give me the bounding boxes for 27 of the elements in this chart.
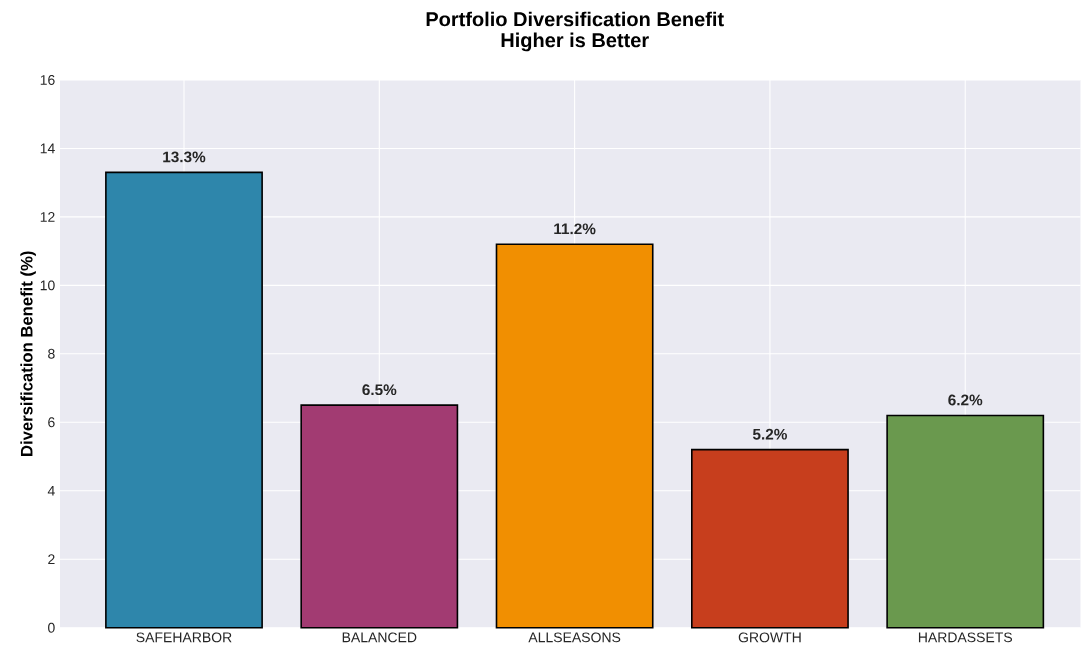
y-tick-label: 14 [40,143,55,154]
y-tick-label: 10 [40,280,55,291]
y-tick-label: 2 [48,554,55,565]
x-tick-label: ALLSEASONS [528,632,621,643]
chart-subtitle: Higher is Better [501,32,649,52]
bar [105,171,263,629]
y-tick-label: 6 [48,417,55,428]
y-tick-label: 16 [40,75,55,86]
y-tick-label: 0 [48,622,55,633]
x-tick-label: BALANCED [342,632,417,643]
data-label: 13.3% [163,151,206,163]
y-tick-label: 4 [47,486,55,496]
bar [495,243,654,629]
x-tick-label: GROWTH [738,632,801,643]
y-tick-label: 8 [48,349,55,359]
data-label: 6.5% [362,384,397,396]
x-tick-label: HARDASSETS [918,632,1013,643]
y-tick-label: 12 [40,212,55,222]
chart-title: Portfolio Diversification Benefit [426,11,724,27]
data-label: 11.2% [554,223,596,235]
data-label: 5.2% [752,428,787,440]
bar [691,449,849,629]
bar [300,404,459,629]
bar [886,414,1045,629]
x-tick-label: SAFEHARBOR [136,632,232,643]
y-axis-title: Diversification Benefit (%) [20,251,36,457]
data-label: 6.2% [948,394,983,406]
